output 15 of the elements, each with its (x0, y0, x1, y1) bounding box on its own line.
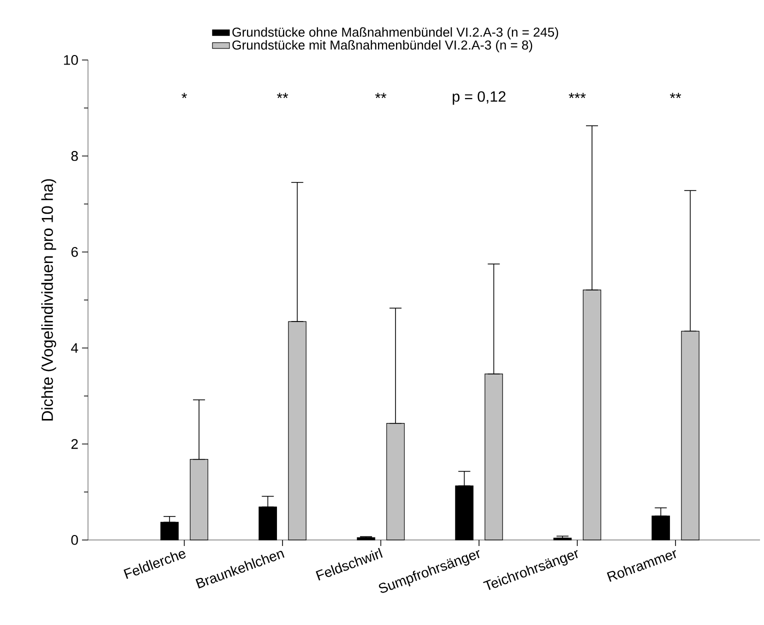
annotation: * (182, 92, 187, 98)
annotation: ** (375, 92, 386, 98)
legend-label: Grundstücke mit Maßnahmenbündel VI.2.A-3 (n = 8) (232, 40, 532, 52)
legend-label: Grundstücke ohne Maßnahmenbündel VI.2.A-3 (n = 245) (232, 27, 558, 40)
y-tick-label: 8 (71, 151, 78, 161)
annotation: ** (276, 92, 288, 98)
y-tick-label: 6 (71, 247, 78, 257)
y-tick-label: 2 (71, 439, 78, 449)
y-tick-label: 4 (71, 343, 78, 353)
y-axis-title: Dichte (Vogelindividuen pro 10 ha) (41, 179, 56, 421)
y-tick-label: 0 (71, 535, 78, 545)
annotation: ** (670, 92, 682, 98)
y-tick-label: 10 (64, 55, 78, 65)
annotation: p = 0,12 (452, 91, 506, 105)
annotation: *** (568, 92, 586, 98)
